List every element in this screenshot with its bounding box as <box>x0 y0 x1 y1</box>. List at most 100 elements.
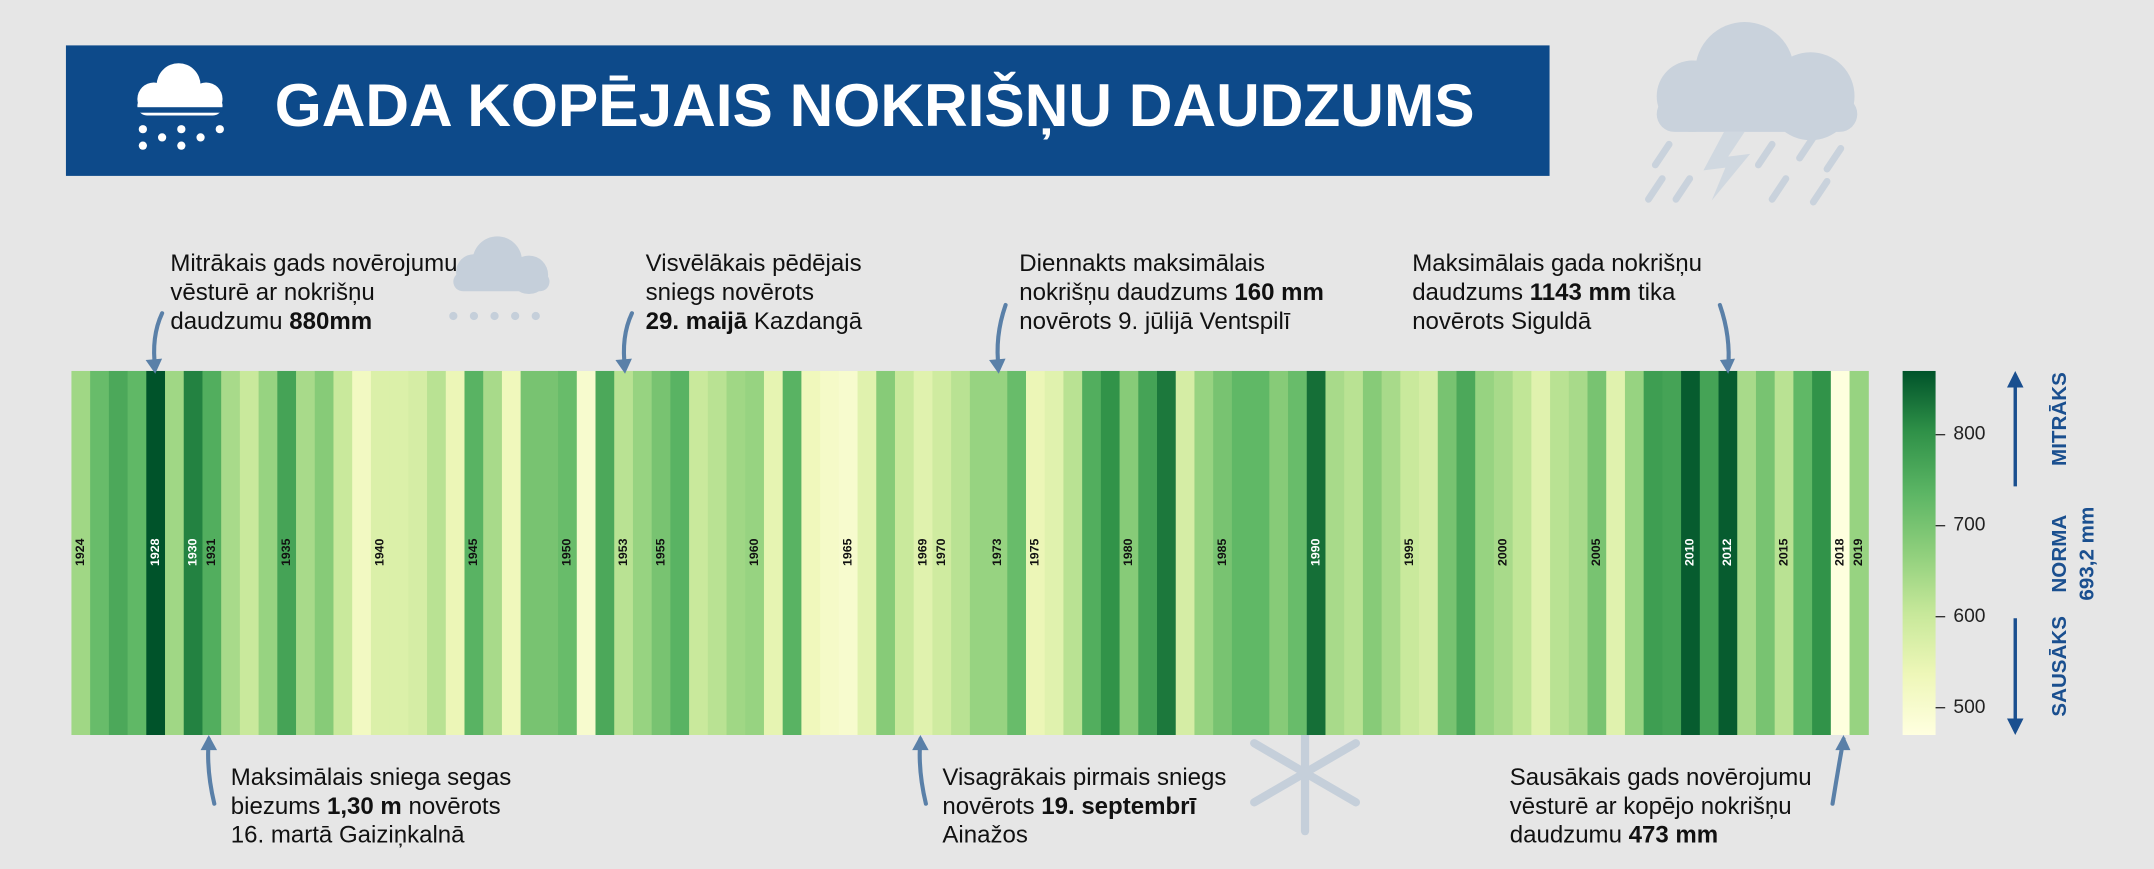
annotation-bold: 880mm <box>289 308 372 335</box>
stripe <box>576 370 597 736</box>
annotation-line: novērots 9. jūlijā Ventspilī <box>1019 308 1290 335</box>
year-label: 1980 <box>1121 538 1135 566</box>
stripe <box>146 370 166 736</box>
stripe <box>632 370 653 736</box>
stripe <box>71 370 91 736</box>
stripe <box>876 370 896 736</box>
year-label: 1960 <box>747 538 761 566</box>
stripe <box>90 370 110 736</box>
stripe <box>1587 370 1607 736</box>
annotation-line: daudzums 1143 mm tika <box>1412 279 1676 306</box>
annotation-text: vēsturē ar nokrišņu <box>170 279 374 306</box>
stripe <box>1568 370 1589 736</box>
annotation-line: novērots 19. septembrī <box>942 793 1196 820</box>
stripe <box>1231 370 1252 736</box>
colorbar-tick-label: 600 <box>1953 606 1985 627</box>
stripe <box>202 370 222 736</box>
annotation-text: daudzums <box>1412 279 1530 306</box>
annotation-text: Ainažos <box>942 822 1028 849</box>
year-label: 1931 <box>204 538 218 566</box>
stripe <box>408 370 428 736</box>
stripe <box>1306 370 1327 736</box>
stripe <box>1138 370 1158 736</box>
annotation-text: Maksimālais gada nokrišņu <box>1412 251 1702 278</box>
stripe <box>969 370 990 736</box>
annotation-bold: 1,30 m <box>327 793 402 820</box>
year-label: 1970 <box>934 538 948 566</box>
stripe <box>1325 370 1345 736</box>
annotation-line: 29. maijā Kazdangā <box>646 308 863 335</box>
stripe <box>333 370 353 736</box>
stripe <box>1419 370 1439 736</box>
stripe <box>670 370 690 736</box>
small-cloud-deco <box>449 236 550 321</box>
stripe <box>763 370 784 736</box>
annotation-text: Visvēlākais pēdējais <box>646 251 862 278</box>
year-label: 1995 <box>1402 538 1416 566</box>
colorbar <box>1902 370 1936 736</box>
stripe <box>932 370 952 736</box>
annotation-text: novērots 9. jūlijā Ventspilī <box>1019 308 1290 335</box>
year-label: 1955 <box>653 538 667 566</box>
year-label: 1953 <box>616 538 630 566</box>
annotation-text: Sausākais gads novērojumu <box>1510 764 1812 791</box>
stripe <box>726 370 746 736</box>
annotation-text: Diennakts maksimālais <box>1019 251 1265 278</box>
stripe <box>651 370 671 736</box>
annotation-line: vēsturē ar nokrišņu <box>170 279 374 306</box>
annotation-line: Maksimālais sniega segas <box>231 764 512 791</box>
annotation-line: daudzumu 473 mm <box>1510 822 1718 849</box>
year-label: 2019 <box>1851 538 1865 566</box>
annotation-line: Visvēlākais pēdējais <box>646 251 862 278</box>
stripe <box>1512 370 1532 736</box>
stripe <box>707 370 728 736</box>
annotation-text: nokrišņu daudzums <box>1019 279 1234 306</box>
stripe <box>1830 370 1851 736</box>
stripe <box>1044 370 1064 736</box>
annotation-text: Kazdangā <box>747 308 863 335</box>
stripe <box>1606 370 1626 736</box>
stripe <box>1344 370 1364 736</box>
annotation-line: Visagrākais pirmais sniegs <box>942 764 1226 791</box>
colorbar-tick-label: 500 <box>1953 697 1985 718</box>
stripe <box>595 370 615 736</box>
annotation-bold: 160 mm <box>1234 279 1324 306</box>
annotation-text: Visagrākais pirmais sniegs <box>942 764 1226 791</box>
stripe <box>483 370 503 736</box>
annotation-text: sniegs novērots <box>646 279 814 306</box>
annotation-text: Mitrākais gads novērojumu <box>170 251 457 278</box>
year-label: 1935 <box>279 538 293 566</box>
stripe <box>614 370 634 736</box>
colorbar-tick-label: 700 <box>1953 515 1985 536</box>
annotation-text: novērots <box>402 793 501 820</box>
stripe <box>1681 370 1701 736</box>
stripe <box>370 370 391 736</box>
annotation-arrows <box>145 302 1851 806</box>
stripe <box>1063 370 1083 736</box>
scale-label: 693,2 mm <box>2075 507 2098 601</box>
scale-label: SAUSĀKS <box>2048 616 2071 717</box>
stripe <box>520 370 540 736</box>
annotation-text: daudzumu <box>1510 822 1629 849</box>
annotation-line: sniegs novērots <box>646 279 814 306</box>
stripe <box>108 370 129 736</box>
stripe <box>296 370 316 736</box>
stripe <box>1793 370 1813 736</box>
stripe <box>1175 370 1196 736</box>
annotation-bold: 1143 mm <box>1530 279 1632 306</box>
annotation-line: Sausākais gads novērojumu <box>1510 764 1812 791</box>
stripe <box>183 370 204 736</box>
title-banner <box>65 45 1550 176</box>
stripe <box>894 370 915 736</box>
scale-label: MITRĀKS <box>2048 372 2071 466</box>
annotation-text: tika <box>1631 279 1676 306</box>
stripe <box>1718 370 1738 736</box>
stripe <box>314 370 335 736</box>
year-label: 1969 <box>915 538 929 566</box>
annotation-text: novērots Siguldā <box>1412 308 1592 335</box>
stripe <box>427 370 447 736</box>
stripe <box>1157 370 1177 736</box>
stripe <box>1437 370 1458 736</box>
stripe <box>539 370 559 736</box>
